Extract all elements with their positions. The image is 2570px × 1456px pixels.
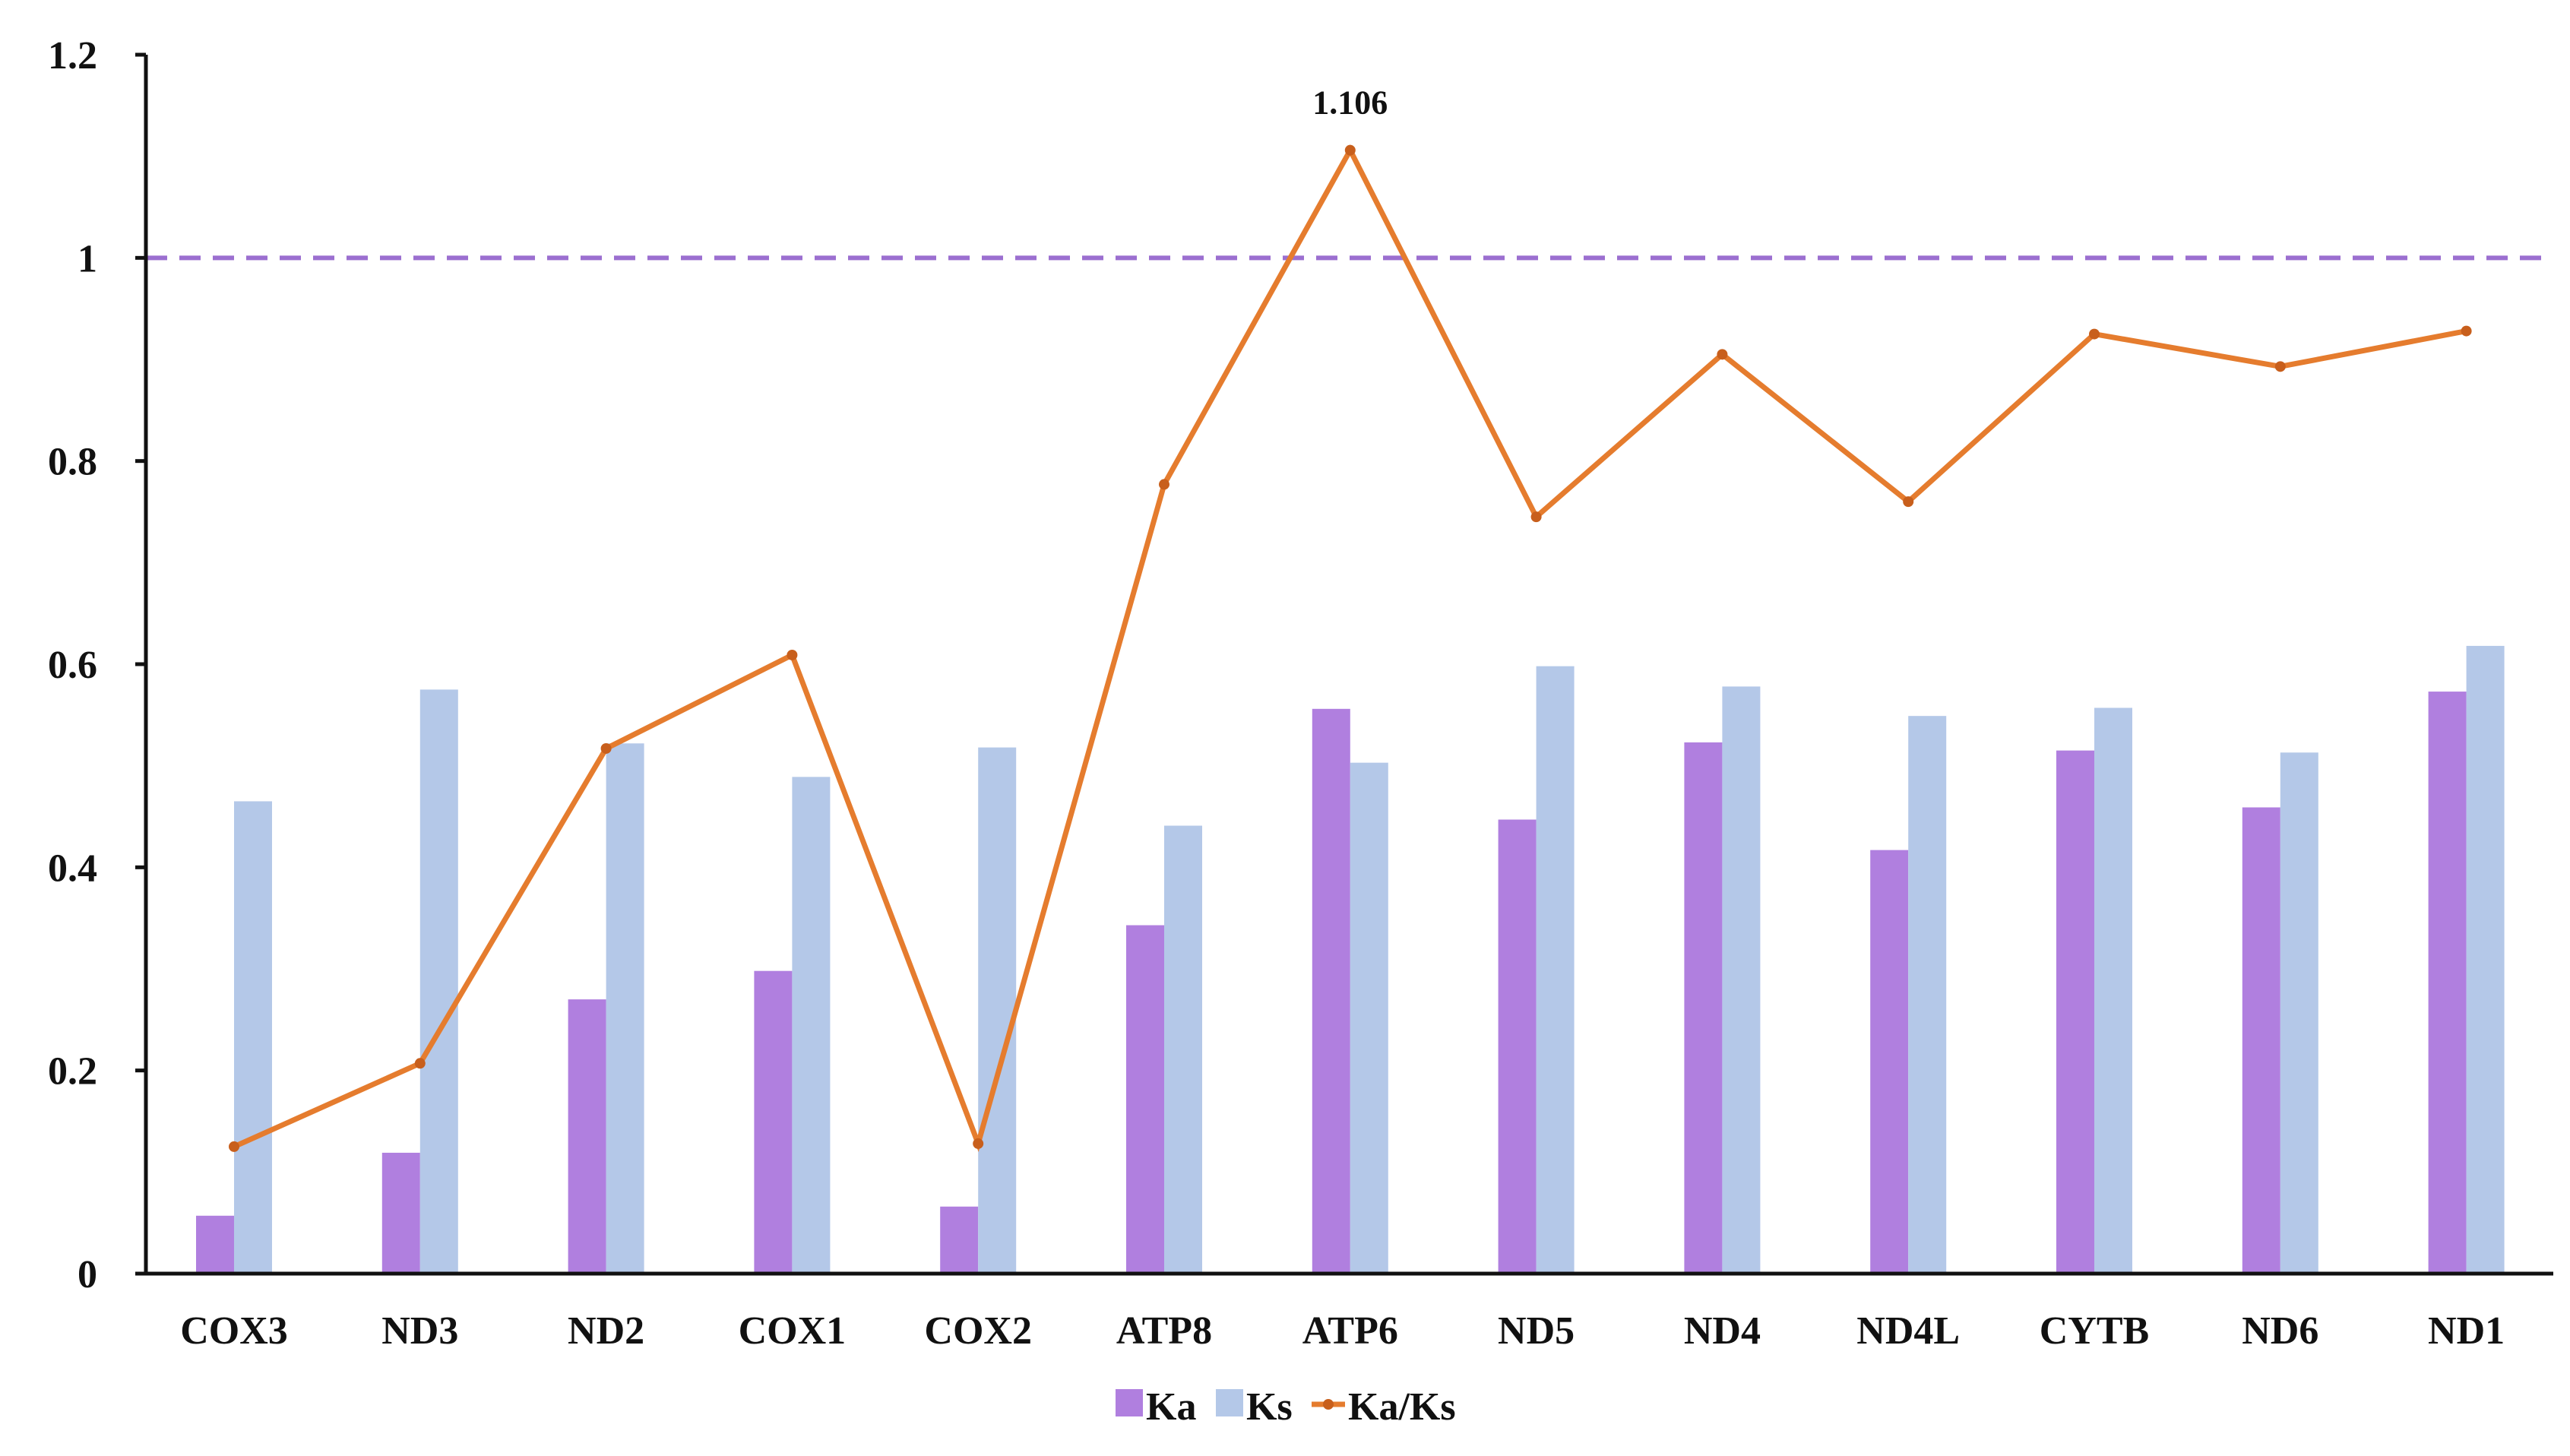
legend: Ka Ks Ka/Ks <box>1116 1385 1456 1429</box>
bar-ks-nd4l <box>1908 716 1947 1274</box>
y-tick-label: 0.8 <box>48 441 97 484</box>
legend-label-ka: Ka <box>1146 1385 1196 1429</box>
ka-ks-line-layer <box>229 144 2472 1153</box>
bar-ks-nd5 <box>1536 666 1575 1274</box>
bar-ks-atp6 <box>1350 762 1388 1274</box>
x-tick-label: ND5 <box>1498 1309 1575 1353</box>
bar-ka-nd4 <box>1684 742 1723 1274</box>
legend-swatch-ka <box>1116 1389 1143 1416</box>
legend-swatch-ks <box>1216 1389 1243 1416</box>
bar-ka-nd2 <box>568 999 606 1274</box>
point-ka-ks-nd4 <box>1717 349 1728 360</box>
x-tick-label: ND4L <box>1856 1309 1960 1353</box>
bar-ka-cytb <box>2056 750 2094 1274</box>
bar-ks-nd4 <box>1722 686 1761 1274</box>
x-tick-label: COX1 <box>739 1309 847 1353</box>
point-ka-ks-nd6 <box>2274 361 2286 372</box>
bars-layer <box>196 645 2505 1274</box>
x-tick-label: ND2 <box>568 1309 644 1353</box>
x-tick-label: ND1 <box>2428 1309 2505 1353</box>
bar-ks-cytb <box>2094 707 2132 1274</box>
point-ka-ks-nd1 <box>2461 325 2472 337</box>
x-tick-label: ND4 <box>1684 1309 1761 1353</box>
legend-label-ks: Ks <box>1246 1385 1293 1429</box>
x-tick-label: ATP6 <box>1302 1309 1398 1353</box>
x-tick-label: ND3 <box>381 1309 458 1353</box>
point-ka-ks-atp6 <box>1344 144 1356 156</box>
x-tick-label: ATP8 <box>1116 1309 1212 1353</box>
x-tick-label: ND6 <box>2242 1309 2318 1353</box>
x-tick-label: COX3 <box>180 1309 288 1353</box>
ticks-layer: 0 0.2 0.4 0.6 0.8 1 1.2 COX3 ND3 ND2 COX1 COX2 ATP8 A… <box>48 34 2505 1353</box>
y-tick-label: 1.2 <box>48 34 97 78</box>
point-ka-ks-nd4l <box>1903 496 1914 508</box>
bar-ka-atp8 <box>1126 925 1164 1274</box>
x-tick-label: COX2 <box>924 1309 1032 1353</box>
bar-ka-atp6 <box>1312 708 1350 1274</box>
bar-ka-nd6 <box>2242 807 2280 1274</box>
bar-ka-cox3 <box>196 1215 234 1274</box>
bar-ka-nd4l <box>1870 850 1909 1274</box>
bar-ks-nd1 <box>2466 645 2505 1274</box>
data-label-ka-ks-peak: 1.106 <box>1312 84 1388 122</box>
point-ka-ks-cox1 <box>787 649 798 660</box>
bar-ka-cox1 <box>754 970 793 1274</box>
legend-label-ka-ks: Ka/Ks <box>1348 1385 1456 1429</box>
point-ka-ks-nd3 <box>414 1058 426 1069</box>
bar-ks-cox3 <box>234 801 272 1274</box>
annotations-layer: 1.106 <box>1312 84 1388 122</box>
point-ka-ks-cox3 <box>229 1141 239 1152</box>
y-tick-label: 0.2 <box>48 1050 97 1094</box>
legend-marker-ka-ks <box>1323 1399 1334 1410</box>
point-ka-ks-atp8 <box>1159 479 1169 490</box>
point-ka-ks-nd2 <box>600 742 612 754</box>
point-ka-ks-cox2 <box>973 1138 984 1149</box>
y-tick-label: 1 <box>78 237 97 280</box>
y-tick-label: 0 <box>78 1253 97 1296</box>
point-ka-ks-cytb <box>2089 328 2100 340</box>
bar-ka-cox2 <box>940 1206 979 1274</box>
bar-ks-nd2 <box>606 743 644 1274</box>
bar-ks-nd6 <box>2280 752 2318 1274</box>
bar-ks-nd3 <box>419 689 458 1274</box>
x-tick-label: CYTB <box>2040 1309 2149 1353</box>
bar-ks-atp8 <box>1164 825 1202 1274</box>
bar-ks-cox2 <box>978 747 1017 1274</box>
point-ka-ks-nd5 <box>1530 511 1542 523</box>
bar-ka-nd3 <box>381 1152 420 1274</box>
y-tick-label: 0.4 <box>48 847 97 890</box>
bar-ka-nd1 <box>2428 692 2467 1274</box>
bar-ks-cox1 <box>792 777 831 1274</box>
y-tick-label: 0.6 <box>48 644 97 687</box>
bar-ka-nd5 <box>1498 819 1537 1274</box>
